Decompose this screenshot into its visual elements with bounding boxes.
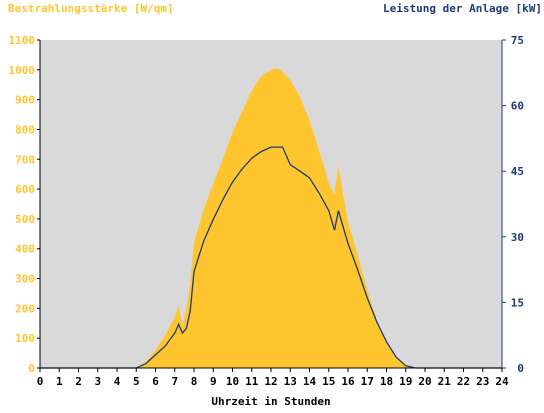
x-tick-label: 0 <box>37 375 44 388</box>
series-layer <box>40 68 502 369</box>
x-tick-label: 15 <box>322 375 335 388</box>
series-area-irradiance <box>40 68 502 369</box>
left-tick-label: 100 <box>15 332 35 345</box>
x-tick-label: 18 <box>380 375 393 388</box>
left-tick-label: 1000 <box>9 64 36 77</box>
right-tick-label: 15 <box>511 296 524 309</box>
x-tick-label: 1 <box>56 375 63 388</box>
x-tick-label: 6 <box>152 375 159 388</box>
right-tick-label: 30 <box>511 231 524 244</box>
x-tick-label: 12 <box>264 375 277 388</box>
x-tick-label: 9 <box>210 375 217 388</box>
x-tick-label: 4 <box>114 375 121 388</box>
x-tick-label: 22 <box>457 375 470 388</box>
x-axis-title: Uhrzeit in Stunden <box>211 395 330 408</box>
left-tick-label: 800 <box>15 123 35 136</box>
series-line-power <box>40 146 502 369</box>
x-tick-label: 8 <box>191 375 198 388</box>
left-tick-label: 200 <box>15 302 35 315</box>
right-axis-title: Leistung der Anlage [kW] <box>383 2 542 15</box>
x-tick-label: 20 <box>418 375 431 388</box>
left-tick-label: 600 <box>15 183 35 196</box>
right-tick-label: 75 <box>511 34 524 47</box>
x-tick-label: 13 <box>284 375 297 388</box>
left-tick-label: 1100 <box>9 34 36 47</box>
x-tick-label: 14 <box>303 375 317 388</box>
x-tick-label: 17 <box>361 375 374 388</box>
x-tick-label: 19 <box>399 375 412 388</box>
x-tick-label: 24 <box>495 375 509 388</box>
left-axis-title: Bestrahlungsstärke [W/qm] <box>8 2 174 15</box>
x-tick-label: 5 <box>133 375 140 388</box>
x-tick-label: 23 <box>476 375 489 388</box>
x-tick-label: 21 <box>438 375 452 388</box>
left-tick-label: 0 <box>28 362 35 375</box>
x-tick-label: 7 <box>171 375 178 388</box>
left-tick-label: 300 <box>15 273 35 286</box>
x-tick-label: 2 <box>75 375 82 388</box>
left-tick-label: 700 <box>15 153 35 166</box>
x-tick-label: 3 <box>94 375 101 388</box>
right-tick-label: 60 <box>511 100 524 113</box>
x-tick-label: 16 <box>341 375 355 388</box>
ticks-layer: 0100200300400500600700800900100011000153… <box>9 34 525 388</box>
left-tick-label: 400 <box>15 243 35 256</box>
right-tick-label: 0 <box>517 362 524 375</box>
left-tick-label: 500 <box>15 213 35 226</box>
x-tick-label: 11 <box>245 375 259 388</box>
x-tick-label: 10 <box>226 375 239 388</box>
right-tick-label: 45 <box>511 165 524 178</box>
left-tick-label: 900 <box>15 94 35 107</box>
